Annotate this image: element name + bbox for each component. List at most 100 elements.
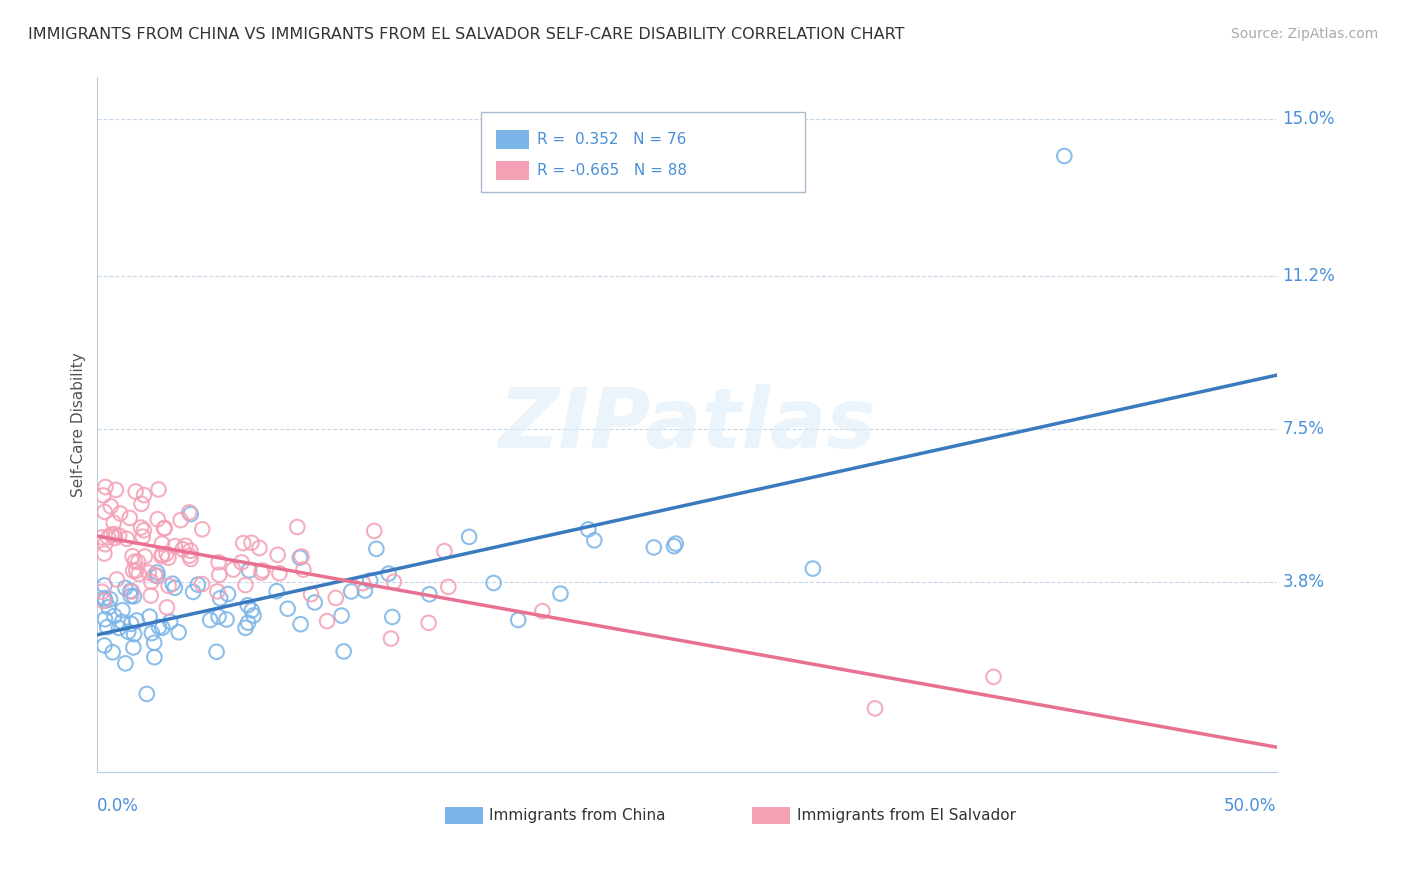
Point — [122, 627, 145, 641]
Point — [332, 644, 354, 658]
Point — [141, 626, 163, 640]
Point — [643, 541, 665, 555]
Point — [115, 532, 138, 546]
Text: 50.0%: 50.0% — [1225, 797, 1277, 814]
Text: 7.5%: 7.5% — [1282, 420, 1324, 438]
Point — [482, 576, 505, 591]
Point — [150, 549, 173, 564]
Point — [381, 610, 404, 624]
Point — [235, 578, 257, 592]
Point — [146, 512, 169, 526]
Point — [382, 574, 405, 589]
Point — [1053, 149, 1076, 163]
Point — [111, 615, 134, 629]
FancyBboxPatch shape — [752, 806, 790, 824]
Point — [354, 583, 377, 598]
Point — [352, 576, 374, 591]
Point — [209, 591, 232, 606]
Point — [94, 593, 117, 607]
Point — [437, 580, 460, 594]
Text: 11.2%: 11.2% — [1282, 267, 1336, 285]
Point — [269, 566, 291, 581]
Point — [180, 552, 202, 566]
Point — [143, 636, 166, 650]
Point — [131, 497, 153, 511]
Point — [108, 528, 131, 542]
Point — [508, 613, 530, 627]
Point — [215, 612, 238, 626]
Point — [134, 549, 156, 564]
Point — [139, 589, 162, 603]
Point — [111, 603, 134, 617]
Point — [232, 536, 254, 550]
Point — [366, 541, 388, 556]
Point — [94, 480, 117, 494]
Point — [181, 585, 204, 599]
Point — [222, 562, 245, 576]
Point — [330, 608, 353, 623]
Point — [148, 483, 170, 497]
Point — [157, 550, 180, 565]
Point — [93, 547, 115, 561]
Point — [550, 586, 572, 600]
Point — [124, 484, 146, 499]
Point — [146, 569, 169, 583]
Point — [191, 577, 214, 591]
Point — [238, 563, 260, 577]
Point — [277, 601, 299, 615]
Point — [141, 574, 163, 589]
Point — [240, 603, 263, 617]
Point — [94, 612, 117, 626]
Point — [143, 650, 166, 665]
Point — [93, 639, 115, 653]
Text: R =  0.352   N = 76: R = 0.352 N = 76 — [537, 132, 686, 147]
Point — [340, 584, 363, 599]
Point — [167, 625, 190, 640]
Point — [120, 583, 142, 598]
FancyBboxPatch shape — [496, 161, 529, 180]
Text: R = -0.665   N = 88: R = -0.665 N = 88 — [537, 163, 688, 178]
Point — [242, 608, 264, 623]
Point — [153, 521, 176, 535]
Point — [91, 530, 114, 544]
Point — [157, 579, 180, 593]
Point — [97, 600, 120, 615]
Point — [249, 541, 271, 555]
Point — [114, 657, 136, 671]
Point — [121, 584, 143, 599]
Point — [108, 507, 131, 521]
Point — [103, 609, 125, 624]
Point — [100, 500, 122, 514]
Point — [187, 577, 209, 591]
Point — [148, 620, 170, 634]
Point — [97, 530, 120, 544]
Text: 0.0%: 0.0% — [97, 797, 139, 814]
Point — [304, 595, 326, 609]
Text: Immigrants from China: Immigrants from China — [489, 807, 665, 822]
Point — [163, 581, 186, 595]
Point — [129, 520, 152, 534]
Point — [292, 563, 315, 577]
Point — [316, 614, 339, 628]
Point — [236, 615, 259, 630]
Point — [179, 543, 201, 558]
Text: 3.8%: 3.8% — [1282, 573, 1324, 591]
Point — [266, 548, 288, 562]
Point — [380, 632, 402, 646]
Point — [235, 621, 257, 635]
Point — [207, 584, 229, 599]
Point — [159, 615, 181, 629]
Point — [200, 613, 222, 627]
Point — [583, 533, 606, 548]
Point — [128, 566, 150, 581]
Point — [125, 614, 148, 628]
Y-axis label: Self-Care Disability: Self-Care Disability — [72, 352, 86, 497]
Point — [132, 530, 155, 544]
Point — [359, 574, 381, 588]
Point — [174, 539, 197, 553]
Point — [240, 535, 263, 549]
Point — [132, 524, 155, 538]
Point — [983, 670, 1005, 684]
Point — [207, 555, 229, 569]
Point — [93, 578, 115, 592]
